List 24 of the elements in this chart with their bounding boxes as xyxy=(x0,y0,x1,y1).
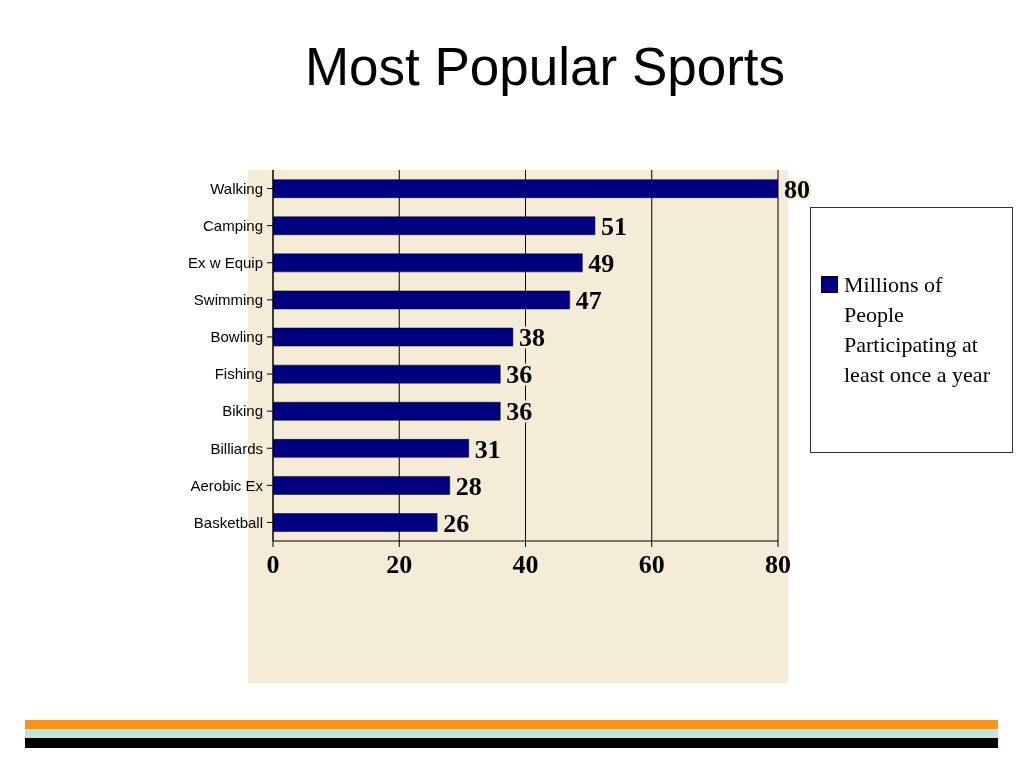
data-label: 80 xyxy=(784,174,810,204)
x-tick-label: 80 xyxy=(765,550,791,580)
x-tick-label: 20 xyxy=(386,550,413,580)
legend-label: Millions of People Participating at least once a year xyxy=(844,271,991,389)
x-tick-label: 40 xyxy=(512,550,539,580)
y-tick-label: Aerobic Ex xyxy=(190,476,264,494)
y-tick-label: Billiards xyxy=(210,439,263,457)
data-label: 51 xyxy=(600,211,627,241)
y-tick-label: Bowling xyxy=(210,328,263,346)
y-tick-label: Walking xyxy=(210,179,263,197)
data-label: 49 xyxy=(588,249,615,279)
data-label: 47 xyxy=(575,286,602,316)
data-label: 31 xyxy=(474,434,501,464)
y-tick-label: Swimming xyxy=(193,291,263,309)
y-tick-label: Ex w Equip xyxy=(187,254,263,272)
y-tick-label: Camping xyxy=(202,216,263,234)
data-label: 26 xyxy=(443,508,470,538)
y-tick-label: Biking xyxy=(222,402,263,420)
y-tick-label: Basketball xyxy=(193,513,263,531)
data-label: 28 xyxy=(455,471,482,501)
x-tick-label: 0 xyxy=(266,550,280,580)
chart-title: Most Popular Sports xyxy=(303,36,787,97)
y-tick-label: Fishing xyxy=(214,365,263,383)
x-tick-label: 60 xyxy=(638,550,665,580)
